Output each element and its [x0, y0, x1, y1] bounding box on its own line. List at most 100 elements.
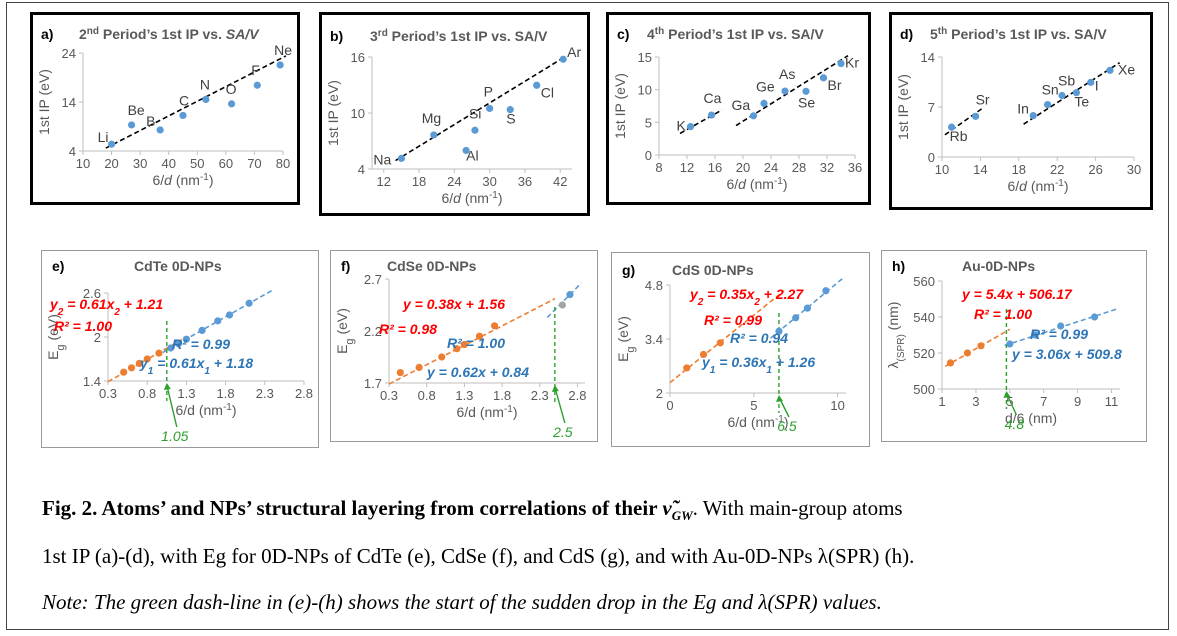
- point-label: P: [484, 83, 493, 99]
- chart-d: d) 5th Period’s 1st IP vs. SA/V 10 14 18 22 26…: [895, 26, 1141, 195]
- x-tick-label: 36: [518, 174, 532, 189]
- trendline: [546, 282, 582, 319]
- chart-title: 4th Period’s 1st IP vs. SA/V: [647, 26, 824, 43]
- point-label: Ca: [704, 90, 722, 106]
- regression-equation: y = 5.4x + 506.17: [961, 286, 1073, 302]
- point-label: C: [179, 92, 189, 108]
- point-label: Ge: [756, 78, 775, 94]
- data-point: [471, 126, 479, 134]
- y-tick-label: 4.8: [645, 278, 663, 293]
- x-axis-label: 6/d (nm-1): [726, 176, 787, 193]
- chart-f: f) CdSe 0D-NPs 0.3 0.8 1.3 1.8 2.3 2.8 1.7 2.2 2.7…: [334, 258, 587, 440]
- point-label: I: [1095, 77, 1099, 93]
- regression-equation: y1 = 0.61x1 + 1.18: [139, 355, 253, 377]
- threshold-arrowhead: [775, 395, 783, 402]
- y-tick-label: 14: [921, 50, 935, 65]
- data-point: [1058, 91, 1066, 100]
- point-label: In: [1017, 101, 1029, 117]
- x-tick-label: 32: [820, 160, 834, 175]
- data-point: [819, 74, 828, 82]
- trendline: [679, 109, 723, 135]
- regression-equation: y = 0.38x + 1.56: [402, 296, 505, 312]
- y-axis-label: 1st IP (eV): [36, 69, 52, 135]
- x-tick-label: 30: [482, 174, 496, 189]
- caption-line-2: 1st IP (a)-(d), with Eg for 0D-NPs of Cd…: [42, 544, 915, 568]
- point-label: F: [251, 62, 260, 78]
- point-label: Xe: [1118, 61, 1135, 77]
- chart-a: a) 2nd Period’s 1st IP vs. SA/V 10 20 30 40 50…: [36, 26, 292, 189]
- chart-c: c) 4th Period’s 1st IP vs. SA/V 8 12 16 20 24 2…: [612, 26, 862, 193]
- y-tick-label: 7: [928, 100, 935, 115]
- point-label: Ga: [732, 97, 751, 113]
- regression-equation: y2 = 0.61x2 + 1.21: [49, 296, 163, 318]
- x-axis-label: 6/d (nm-1): [456, 404, 517, 421]
- x-tick-label: 70: [247, 156, 261, 171]
- x-tick-label: 14: [973, 162, 987, 177]
- point-label: Br: [828, 77, 842, 93]
- x-tick-label: 10: [935, 162, 949, 177]
- y-tick-label: 0: [645, 148, 652, 163]
- point-label: Be: [128, 102, 145, 118]
- regression-equation: R² = 1.00: [54, 318, 112, 334]
- y-tick-label: 14: [62, 95, 76, 110]
- panel-b: b) 3rd Period’s 1st IP vs. SA/V 12 18 24 30 36…: [319, 12, 590, 216]
- data-point: [1006, 340, 1014, 348]
- x-tick-label: 0: [666, 398, 673, 413]
- data-point: [460, 340, 468, 349]
- y-axis-label: λ(SPR) (nm): [885, 302, 907, 369]
- point-label: Se: [798, 94, 815, 110]
- y-axis-label: Eg (eV): [334, 308, 356, 354]
- point-label: Sr: [976, 91, 990, 107]
- threshold-label: 1.05: [161, 428, 188, 444]
- trendline: [105, 55, 287, 149]
- regression-equation: R² = 0.94: [730, 330, 788, 346]
- y-tick-label: 2.6: [83, 286, 101, 301]
- data-point: [396, 369, 404, 377]
- y-tick-label: 10: [638, 83, 652, 98]
- regression-equation: R² = 1.00: [974, 306, 1032, 322]
- regression-equation: R² = 1.00: [447, 335, 505, 351]
- x-tick-label: 2.8: [295, 386, 313, 401]
- data-point: [198, 326, 206, 334]
- data-point: [1072, 89, 1080, 97]
- x-axis-label: 6/d (nm-1): [175, 402, 236, 419]
- x-tick-label: 36: [848, 160, 862, 175]
- trendline: [107, 336, 187, 383]
- data-point: [227, 100, 236, 108]
- caption-symbol: ν̃: [662, 496, 672, 520]
- threshold-arrow: [166, 384, 178, 428]
- chart-title: 3rd Period’s 1st IP vs. SA/V: [370, 28, 548, 45]
- data-point: [760, 99, 768, 107]
- panel-label: g): [622, 262, 635, 278]
- x-tick-label: 24: [447, 174, 461, 189]
- x-tick-label: 16: [708, 160, 722, 175]
- point-label: K: [677, 118, 687, 134]
- y-tick-label: 2.7: [364, 272, 382, 287]
- threshold-arrow: [554, 386, 566, 424]
- y-tick-label: 2: [656, 386, 663, 401]
- data-point: [179, 111, 187, 120]
- data-point: [716, 339, 724, 347]
- point-label: Kr: [845, 55, 859, 71]
- y-axis-label: 1st IP (eV): [325, 80, 341, 146]
- data-point: [803, 304, 812, 312]
- data-point: [972, 112, 980, 120]
- data-point: [182, 335, 190, 343]
- threshold-arrowhead: [551, 385, 559, 392]
- figure-frame: [6, 2, 1169, 630]
- regression-equation: y = 3.06x + 509.8: [1011, 346, 1122, 362]
- x-tick-label: 1.3: [455, 388, 473, 403]
- x-tick-label: 1.3: [177, 386, 195, 401]
- x-tick-label: 0.3: [99, 386, 117, 401]
- x-tick-label: 0.8: [138, 386, 156, 401]
- x-axis-label: 6/d (nm-1): [1007, 178, 1068, 195]
- data-point: [245, 299, 253, 307]
- y-tick-label: 4: [358, 162, 365, 177]
- x-tick-label: 12: [680, 160, 694, 175]
- trendline: [735, 55, 849, 127]
- regression-equation: R² = 0.98: [379, 321, 437, 337]
- panel-f: f) CdSe 0D-NPs 0.3 0.8 1.3 1.8 2.3 2.8 1.7 2.2 2.7…: [330, 250, 598, 442]
- x-tick-label: 18: [1012, 162, 1026, 177]
- y-tick-label: 5: [645, 115, 652, 130]
- data-point: [1031, 331, 1039, 339]
